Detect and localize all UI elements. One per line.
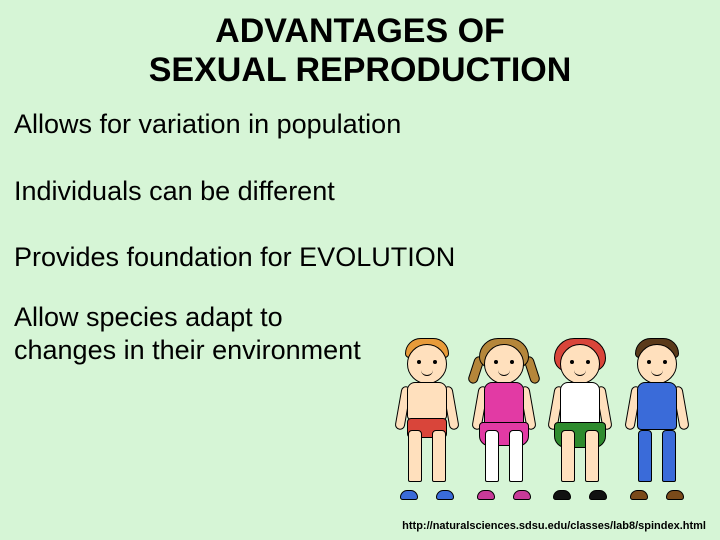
title-line-1: ADVANTAGES OF bbox=[215, 12, 505, 50]
bullet-1: Allows for variation in population bbox=[0, 108, 720, 140]
child-3 bbox=[545, 338, 615, 498]
children-illustration bbox=[392, 328, 692, 498]
bullet-3: Provides foundation for EVOLUTION bbox=[0, 241, 720, 273]
slide-title: ADVANTAGES OF SEXUAL REPRODUCTION bbox=[0, 0, 720, 90]
child-4 bbox=[622, 338, 692, 498]
bullet-2: Individuals can be different bbox=[0, 175, 720, 207]
child-1 bbox=[392, 338, 462, 498]
citation-url: http://naturalsciences.sdsu.edu/classes/… bbox=[402, 520, 706, 532]
title-line-2: SEXUAL REPRODUCTION bbox=[149, 51, 572, 89]
child-2 bbox=[469, 338, 539, 498]
bullet-4: Allow species adapt to changes in their … bbox=[0, 301, 380, 366]
